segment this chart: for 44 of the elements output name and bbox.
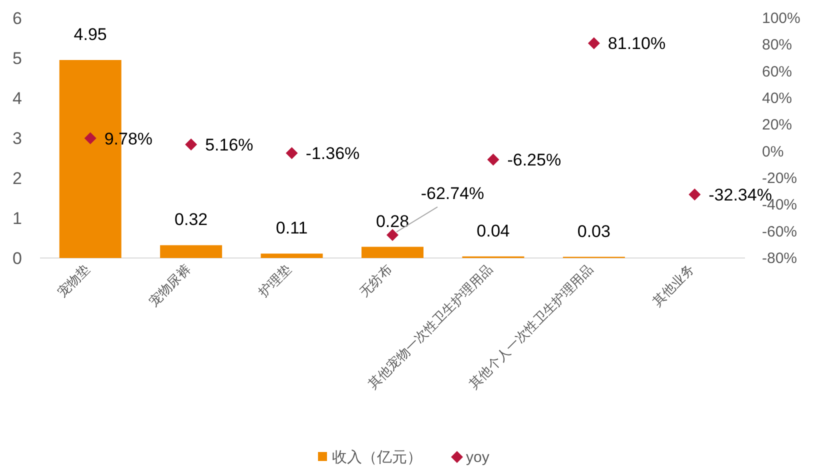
x-tick-label: 其他业务 [649,262,697,309]
data-label: 0.11 [276,218,308,238]
y2-tick-label: 80% [762,36,792,54]
y-tick-label: 4 [12,89,22,108]
x-tick-label: 无纺布 [356,262,395,300]
data-label: 0.28 [376,212,410,231]
legend-label: 收入（亿元） [332,449,422,466]
legend-label: yoy [466,449,490,466]
data-label: 0.03 [577,222,610,241]
data-label: 81.10% [608,34,666,54]
y-tick-label: 0 [12,249,22,268]
x-tick-label: 宠物垫 [54,262,92,300]
point [688,188,701,200]
point [185,138,198,150]
bar [260,254,323,258]
bar [160,245,222,258]
y2-tick-label: 0% [762,143,784,160]
y-tick-label: 5 [12,49,22,68]
y-tick-label: 2 [12,169,22,188]
bar [362,246,424,258]
data-label: 0.04 [476,221,510,240]
y2-tick-label: 20% [762,116,792,134]
y-tick-label: 3 [12,129,22,148]
data-label: -6.25% [507,150,562,170]
data-label: 5.16% [205,135,254,154]
y2-tick-label: -80% [762,250,798,267]
y-tick-label: 1 [12,209,22,228]
y-tick-label: 6 [12,9,22,28]
point [386,228,398,241]
x-tick-label: 宠物尿裤 [146,262,194,309]
data-label: -62.74% [420,184,484,203]
data-label: -1.36% [306,144,360,164]
point [588,37,600,50]
point [487,154,500,166]
y2-tick-label: 100% [762,10,800,27]
point [84,132,96,144]
y2-tick-label: 40% [762,90,792,107]
data-label: 4.95 [74,25,107,44]
point [286,147,298,160]
y2-tick-label: 60% [762,63,792,80]
y2-tick-label: -20% [762,170,798,187]
x-tick-label: 护理垫 [255,262,294,300]
y2-tick-label: -60% [762,223,798,240]
data-label: 0.32 [174,210,208,230]
